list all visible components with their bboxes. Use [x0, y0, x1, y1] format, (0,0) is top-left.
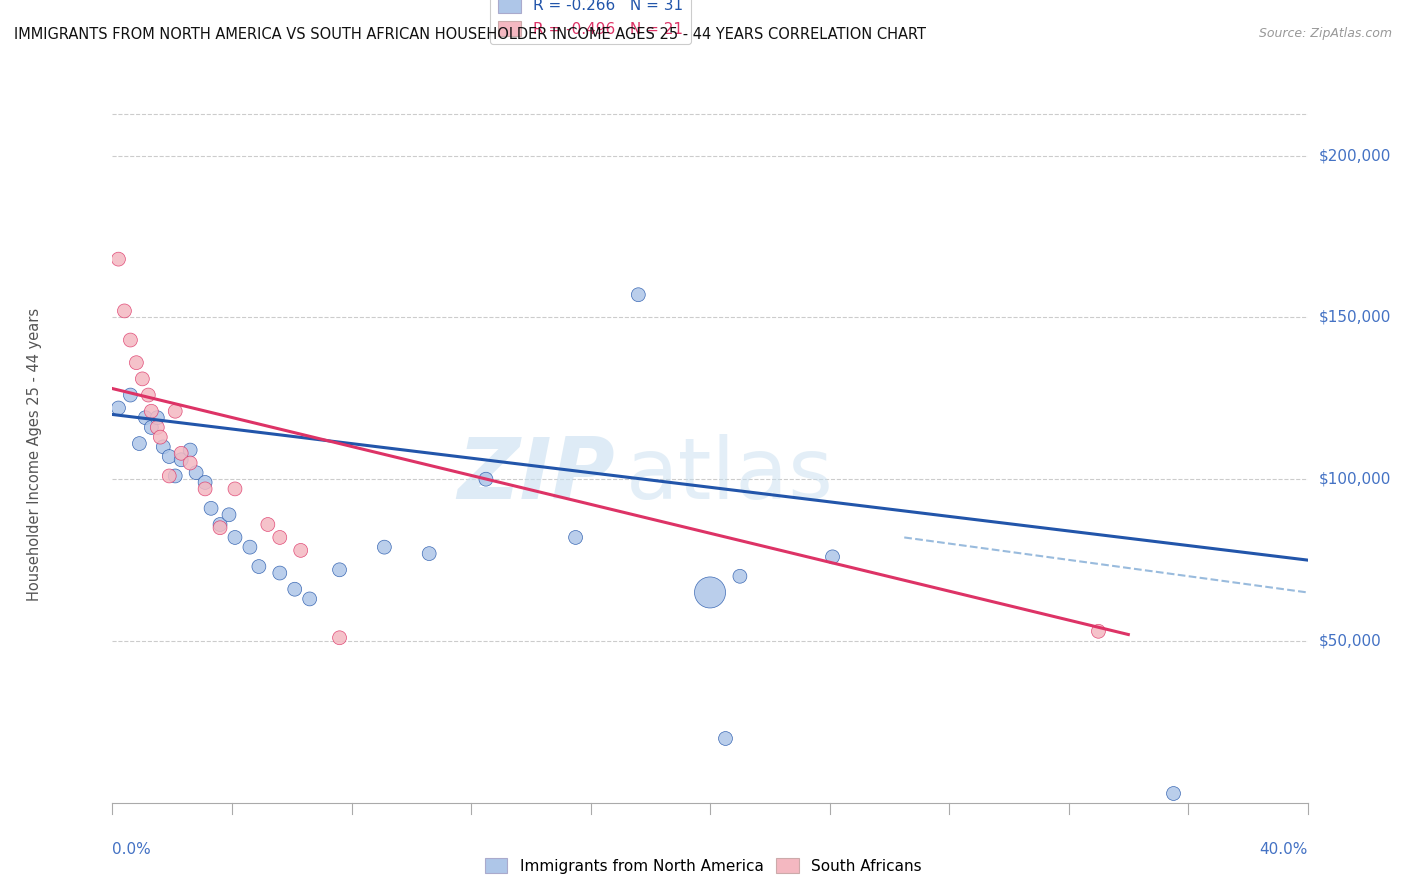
Point — [107, 401, 129, 415]
Point — [170, 452, 193, 467]
Text: ZIP: ZIP — [457, 434, 614, 517]
Point — [269, 566, 291, 580]
Point — [141, 404, 163, 418]
Text: 0.0%: 0.0% — [112, 842, 152, 856]
Point — [131, 372, 153, 386]
Point — [138, 388, 160, 402]
Point — [821, 549, 844, 564]
Point — [728, 569, 751, 583]
Point — [141, 420, 163, 434]
Point — [114, 304, 135, 318]
Point — [328, 563, 352, 577]
Point — [120, 333, 142, 347]
Point — [170, 446, 193, 460]
Text: $200,000: $200,000 — [1319, 148, 1391, 163]
Point — [224, 482, 246, 496]
Legend: R = -0.266   N = 31, R = -0.496   N = 21: R = -0.266 N = 31, R = -0.496 N = 21 — [491, 0, 690, 45]
Point — [208, 521, 231, 535]
Point — [218, 508, 240, 522]
Point — [165, 404, 187, 418]
Point — [328, 631, 352, 645]
Text: $50,000: $50,000 — [1319, 633, 1382, 648]
Point — [290, 543, 312, 558]
Point — [699, 585, 721, 599]
Point — [120, 388, 142, 402]
Text: 40.0%: 40.0% — [1260, 842, 1308, 856]
Point — [146, 420, 169, 434]
Point — [194, 475, 217, 490]
Point — [208, 517, 231, 532]
Point — [149, 430, 172, 444]
Point — [627, 287, 650, 301]
Point — [107, 252, 129, 267]
Point — [284, 582, 307, 597]
Text: Householder Income Ages 25 - 44 years: Householder Income Ages 25 - 44 years — [27, 309, 42, 601]
Point — [152, 440, 174, 454]
Text: atlas: atlas — [626, 434, 834, 517]
Point — [194, 482, 217, 496]
Point — [157, 469, 180, 483]
Point — [475, 472, 498, 486]
Point — [1087, 624, 1109, 639]
Point — [179, 443, 201, 458]
Point — [257, 517, 280, 532]
Point — [564, 531, 586, 545]
Point — [269, 531, 291, 545]
Point — [247, 559, 270, 574]
Point — [298, 591, 321, 606]
Point — [186, 466, 208, 480]
Point — [239, 540, 262, 554]
Point — [418, 547, 440, 561]
Point — [134, 410, 156, 425]
Point — [146, 410, 169, 425]
Point — [224, 531, 246, 545]
Point — [125, 356, 148, 370]
Text: $100,000: $100,000 — [1319, 472, 1391, 487]
Point — [179, 456, 201, 470]
Point — [714, 731, 737, 745]
Text: $150,000: $150,000 — [1319, 310, 1391, 325]
Point — [128, 436, 150, 450]
Point — [1161, 786, 1184, 800]
Text: Source: ZipAtlas.com: Source: ZipAtlas.com — [1258, 27, 1392, 40]
Text: IMMIGRANTS FROM NORTH AMERICA VS SOUTH AFRICAN HOUSEHOLDER INCOME AGES 25 - 44 Y: IMMIGRANTS FROM NORTH AMERICA VS SOUTH A… — [14, 27, 927, 42]
Point — [165, 469, 187, 483]
Point — [200, 501, 222, 516]
Legend: Immigrants from North America, South Africans: Immigrants from North America, South Afr… — [478, 852, 928, 880]
Point — [373, 540, 395, 554]
Point — [157, 450, 180, 464]
